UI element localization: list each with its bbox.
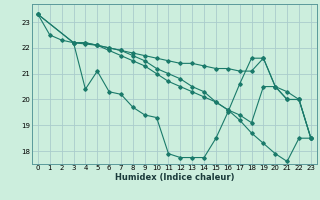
X-axis label: Humidex (Indice chaleur): Humidex (Indice chaleur) xyxy=(115,173,234,182)
